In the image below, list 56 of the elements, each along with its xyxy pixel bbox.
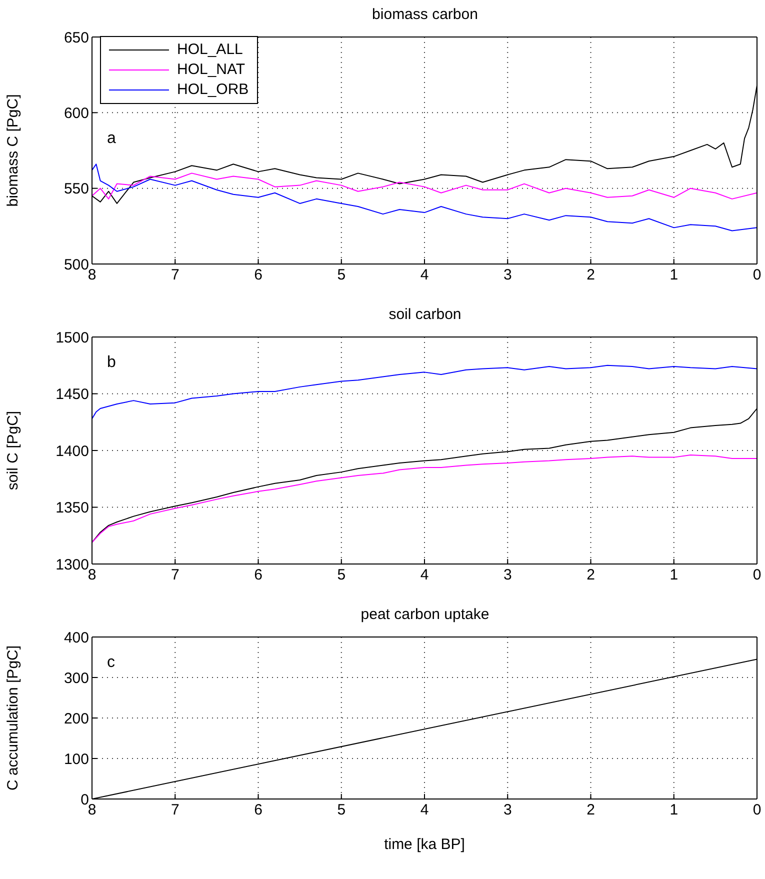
y-tick-label: 550 [64,180,89,198]
x-tick-label: 1 [670,266,678,284]
x-tick-label: 2 [586,802,595,819]
x-tick-label: 3 [503,566,512,584]
x-tick-label: 3 [503,266,512,284]
legend-label: HOL_ORB [177,80,249,100]
legend-label: HOL_NAT [177,60,246,80]
x-tick-label: 0 [752,566,762,584]
y-axis-title: C accumulation [PgC] [4,645,22,791]
y-tick-label: 100 [64,750,89,768]
x-tick-label: 5 [337,802,346,819]
x-tick-label: 5 [337,266,346,284]
x-tick-label: 4 [420,566,429,584]
x-tick-label: 3 [503,802,512,819]
x-tick-label: 1 [670,802,678,819]
y-tick-label: 500 [64,256,89,274]
x-tick-label: 7 [170,802,180,819]
x-tick-label: 6 [254,802,262,819]
y-tick-label: 600 [64,104,89,122]
legend-label: HOL_ALL [177,40,243,60]
x-tick-label: 2 [586,266,595,284]
y-axis-title: biomass C [PgC] [4,94,22,207]
annotation: c [107,654,115,672]
line-series [92,454,757,543]
x-tick-label: 6 [254,266,262,284]
y-axis-title: soil C [PgC] [4,410,22,490]
y-tick-label: 200 [64,710,89,728]
x-tick-label: 0 [752,266,762,284]
line-series [92,164,757,232]
y-tick-label: 1300 [56,556,89,574]
x-tick-label: 8 [88,266,96,284]
x-tick-label: 5 [337,566,346,584]
line-series [92,172,757,200]
y-tick-label: 400 [64,629,89,646]
x-tick-label: 8 [88,566,96,584]
x-tick-label: 4 [420,266,429,284]
chart-title: biomass carbon [371,5,479,25]
y-tick-label: 1450 [56,386,89,404]
x-tick-label: 1 [670,566,678,584]
x-axis-title: time [ka BP] [384,836,465,853]
y-tick-label: 1500 [56,329,89,346]
chart-title: peat carbon uptake [360,605,490,625]
x-tick-label: 6 [254,566,262,584]
y-tick-label: 650 [64,29,89,46]
chart-title: soil carbon [388,305,462,325]
x-tick-label: 4 [420,802,429,819]
x-tick-label: 7 [170,566,180,584]
y-tick-label: 1350 [56,500,89,517]
x-tick-label: 8 [88,802,96,819]
y-tick-label: 300 [64,670,89,687]
x-tick-label: 7 [170,266,180,284]
x-tick-label: 2 [586,566,595,584]
annotation: b [107,354,116,372]
annotation: a [107,130,116,148]
x-tick-label: 0 [752,802,762,819]
y-tick-label: 1400 [56,442,89,460]
